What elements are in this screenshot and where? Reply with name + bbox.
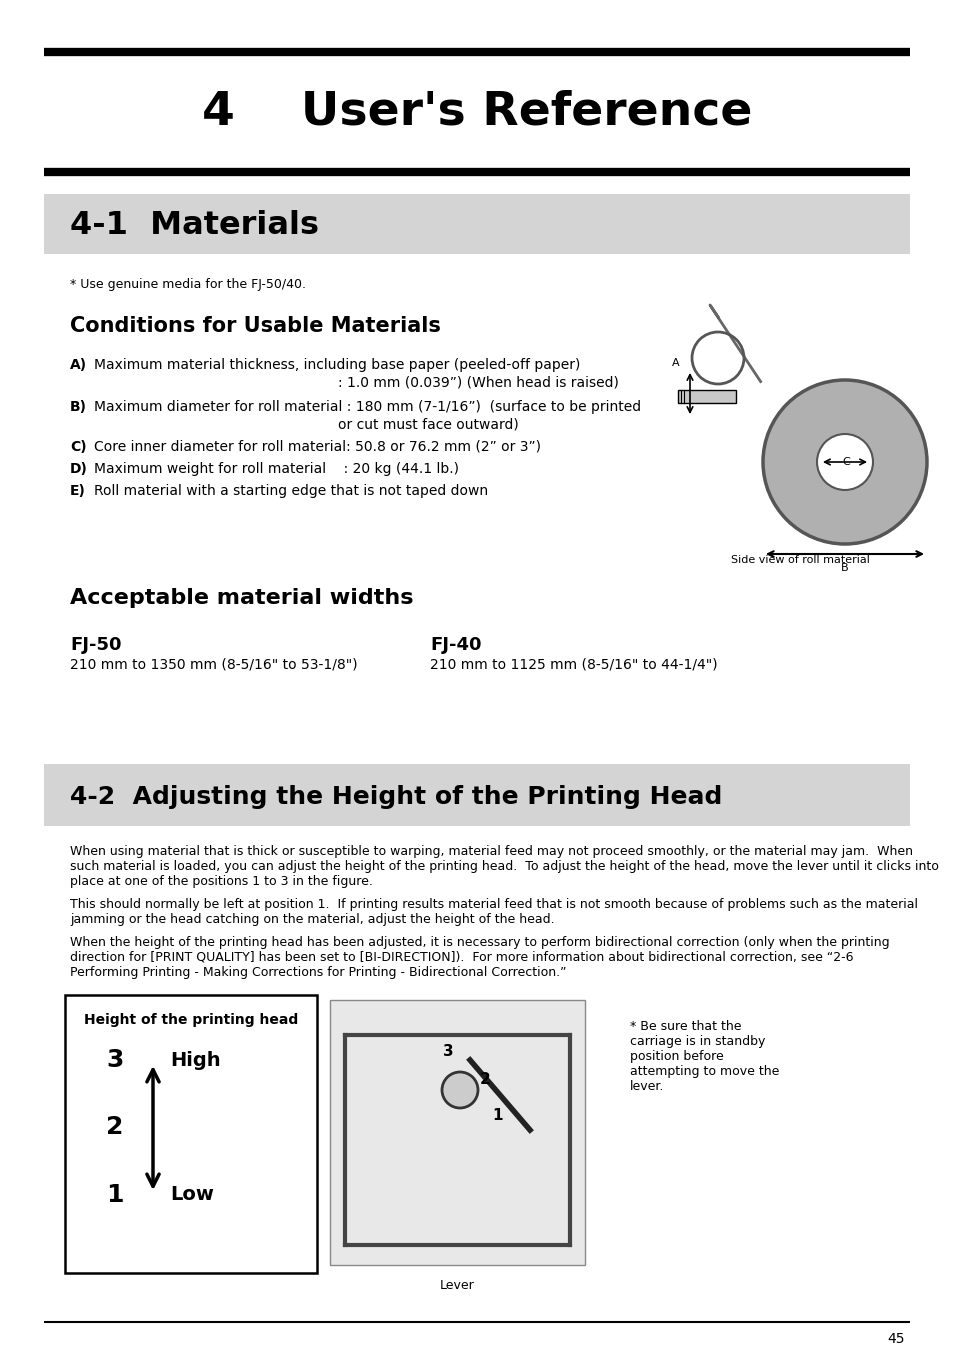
Text: Maximum weight for roll material    : 20 kg (44.1 lb.): Maximum weight for roll material : 20 kg… [94, 462, 458, 476]
Text: C: C [841, 457, 849, 467]
Text: such material is loaded, you can adjust the height of the printing head.  To adj: such material is loaded, you can adjust … [70, 861, 938, 873]
Text: This should normally be left at position 1.  If printing results material feed t: This should normally be left at position… [70, 898, 917, 911]
Text: High: High [170, 1051, 220, 1070]
Text: 210 mm to 1350 mm (8-5/16" to 53-1/8"): 210 mm to 1350 mm (8-5/16" to 53-1/8") [70, 658, 357, 671]
Circle shape [441, 1071, 477, 1108]
Text: FJ-50: FJ-50 [70, 636, 121, 654]
Text: place at one of the positions 1 to 3 in the figure.: place at one of the positions 1 to 3 in … [70, 875, 373, 888]
Text: A: A [672, 358, 679, 367]
Circle shape [816, 434, 872, 490]
Text: Maximum material thickness, including base paper (peeled-off paper): Maximum material thickness, including ba… [94, 358, 579, 372]
Text: Low: Low [170, 1185, 213, 1205]
Text: 1: 1 [493, 1108, 503, 1123]
Circle shape [762, 380, 926, 544]
Text: 1: 1 [106, 1183, 124, 1206]
Bar [65, 994, 316, 1273]
Text: B: B [841, 563, 848, 573]
Text: direction for [PRINT QUALITY] has been set to [BI-DIRECTION]).  For more informa: direction for [PRINT QUALITY] has been s… [70, 951, 853, 965]
Text: 45: 45 [886, 1332, 904, 1346]
Text: jamming or the head catching on the material, adjust the height of the head.: jamming or the head catching on the mate… [70, 913, 554, 925]
Text: Core inner diameter for roll material: 50.8 or 76.2 mm (2” or 3”): Core inner diameter for roll material: 5… [94, 440, 540, 454]
Text: 4    User's Reference: 4 User's Reference [202, 89, 751, 135]
Bar [44, 195, 909, 254]
Text: 4-1  Materials: 4-1 Materials [70, 211, 318, 242]
Text: or cut must face outward): or cut must face outward) [337, 417, 518, 431]
Text: Lever: Lever [439, 1279, 475, 1292]
Bar [678, 390, 735, 403]
Text: B): B) [70, 400, 87, 413]
Text: C): C) [70, 440, 87, 454]
Text: Performing Printing - Making Corrections for Printing - Bidirectional Correction: Performing Printing - Making Corrections… [70, 966, 566, 979]
Text: D): D) [70, 462, 88, 476]
Text: 3: 3 [106, 1048, 124, 1071]
Text: 2: 2 [479, 1073, 490, 1088]
Text: Maximum diameter for roll material : 180 mm (7-1/16”)  (surface to be printed: Maximum diameter for roll material : 180… [94, 400, 640, 413]
Text: E): E) [70, 484, 86, 499]
Bar [330, 1000, 584, 1265]
Text: * Use genuine media for the FJ-50/40.: * Use genuine media for the FJ-50/40. [70, 278, 306, 290]
Text: FJ-40: FJ-40 [430, 636, 481, 654]
Text: 210 mm to 1125 mm (8-5/16" to 44-1/4"): 210 mm to 1125 mm (8-5/16" to 44-1/4") [430, 658, 717, 671]
Text: When using material that is thick or susceptible to warping, material feed may n: When using material that is thick or sus… [70, 844, 912, 858]
Text: : 1.0 mm (0.039”) (When head is raised): : 1.0 mm (0.039”) (When head is raised) [337, 376, 618, 389]
Text: * Be sure that the
carriage is in standby
position before
attempting to move the: * Be sure that the carriage is in standb… [629, 1020, 779, 1093]
Text: Height of the printing head: Height of the printing head [84, 1013, 297, 1027]
Text: 3: 3 [442, 1044, 453, 1059]
Text: Side view of roll material: Side view of roll material [730, 555, 868, 565]
Bar [44, 765, 909, 825]
Text: 4-2  Adjusting the Height of the Printing Head: 4-2 Adjusting the Height of the Printing… [70, 785, 721, 809]
Text: Acceptable material widths: Acceptable material widths [70, 588, 413, 608]
Text: When the height of the printing head has been adjusted, it is necessary to perfo: When the height of the printing head has… [70, 936, 889, 948]
Text: Roll material with a starting edge that is not taped down: Roll material with a starting edge that … [94, 484, 488, 499]
Text: 2: 2 [106, 1115, 124, 1139]
Text: A): A) [70, 358, 87, 372]
Text: Conditions for Usable Materials: Conditions for Usable Materials [70, 316, 440, 336]
